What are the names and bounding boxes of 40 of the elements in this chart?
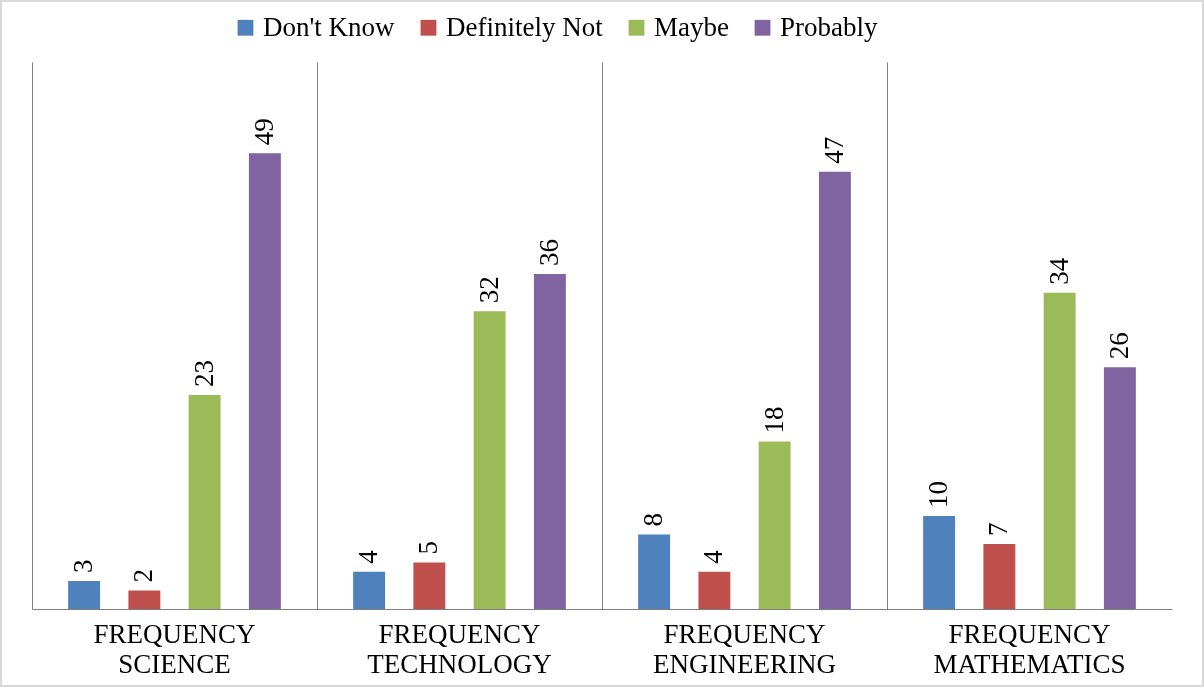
bar	[698, 571, 731, 609]
legend-label: Probably	[780, 11, 878, 42]
bar	[353, 571, 386, 609]
data-label: 18	[758, 406, 789, 434]
bar	[413, 562, 446, 609]
data-label: 47	[818, 136, 849, 164]
bar	[923, 515, 956, 609]
data-label: 23	[188, 360, 219, 388]
data-label: 8	[638, 513, 669, 527]
data-label: 7	[983, 522, 1014, 536]
legend-label: Maybe	[654, 11, 729, 42]
data-label: 36	[533, 239, 564, 267]
data-label: 49	[248, 118, 279, 146]
bar	[983, 543, 1016, 609]
data-label: 2	[128, 568, 159, 583]
x-tick-label: FREQUENCY MATHEMATICS	[933, 618, 1126, 679]
data-label: 32	[473, 276, 504, 304]
x-tick-label: FREQUENCY ENGINEERING	[653, 618, 836, 679]
data-label: 4	[353, 549, 384, 564]
legend-label: Definitely Not	[446, 11, 604, 42]
bar	[758, 441, 791, 609]
x-tick-label: FREQUENCY SCIENCE	[93, 618, 256, 679]
data-label: 34	[1043, 257, 1074, 285]
bar	[638, 534, 671, 609]
bar	[1043, 292, 1076, 609]
x-tick-label: FREQUENCY TECHNOLOGY	[367, 618, 552, 679]
data-label: 3	[68, 559, 99, 574]
bar	[1103, 367, 1136, 609]
bar	[818, 171, 851, 609]
legend-label: Don't Know	[263, 11, 396, 42]
bar	[68, 581, 101, 609]
bar	[533, 274, 566, 609]
data-label: 5	[413, 540, 444, 555]
bar	[248, 153, 281, 609]
data-label: 10	[923, 480, 954, 508]
bar	[473, 311, 506, 609]
data-label: 26	[1103, 332, 1134, 360]
bar	[128, 590, 161, 609]
bar	[188, 395, 221, 609]
data-label: 4	[698, 549, 729, 564]
